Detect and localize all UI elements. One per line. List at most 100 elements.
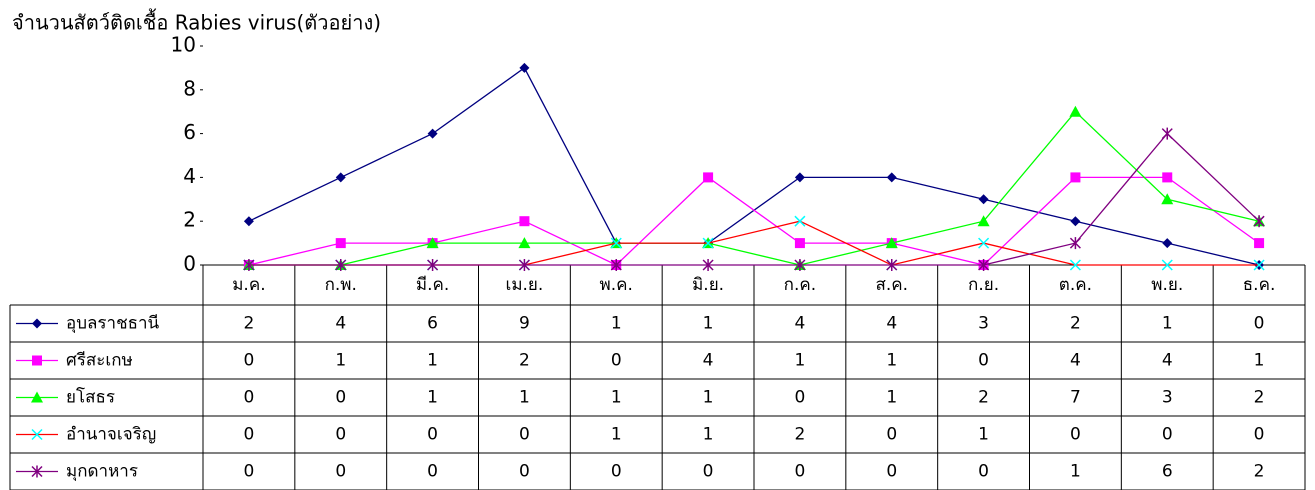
x-tick-label: มิ.ย. (692, 275, 724, 295)
table-value: 0 (244, 462, 255, 482)
marker (427, 259, 439, 271)
x-tick-label: ก.ย. (968, 275, 999, 295)
marker (32, 318, 42, 329)
marker-stroke (794, 215, 806, 227)
marker (1069, 105, 1082, 117)
marker-stroke (1161, 259, 1173, 271)
chart-title: จำนวนสัตว์ติดเชื้อ Rabies virus(ตัวอย่าง… (12, 9, 381, 35)
marker (518, 237, 531, 249)
x-tick-label: ต.ค. (1059, 275, 1092, 295)
table-value: 9 (519, 314, 530, 334)
table-value: 0 (244, 388, 255, 408)
table-value: 0 (611, 351, 622, 371)
table-value: 2 (1254, 462, 1265, 482)
marker (1070, 216, 1081, 227)
table-value: 1 (703, 425, 714, 445)
table-value: 4 (703, 351, 714, 371)
marker (886, 259, 898, 271)
marker (702, 259, 714, 271)
table-value: 1 (611, 314, 622, 334)
table-value: 1 (978, 425, 989, 445)
marker (794, 172, 805, 183)
table-value: 0 (886, 425, 897, 445)
marker (1254, 238, 1265, 249)
y-tick-label: 4 (183, 164, 196, 188)
marker-stroke (1069, 259, 1081, 271)
table-value: 6 (427, 314, 438, 334)
marker (243, 259, 255, 271)
table-value: 0 (335, 388, 346, 408)
legend-label: ศรีสะเกษ (66, 351, 133, 371)
marker (1162, 238, 1173, 249)
table-value: 1 (519, 388, 530, 408)
marker (31, 465, 43, 478)
table-value: 1 (1254, 351, 1265, 371)
table-value: 3 (978, 314, 989, 334)
marker (1070, 172, 1081, 183)
marker (1161, 193, 1174, 205)
table-value: 0 (703, 462, 714, 482)
marker-stroke (31, 428, 43, 441)
marker (32, 355, 42, 366)
table-value: 0 (335, 425, 346, 445)
table-value: 0 (611, 462, 622, 482)
marker (1069, 237, 1081, 250)
table-value: 1 (427, 388, 438, 408)
series-line (248, 176, 1260, 266)
table-value: 6 (1162, 462, 1173, 482)
marker (335, 238, 346, 249)
table-value: 0 (244, 425, 255, 445)
table-value: 2 (519, 351, 530, 371)
table-value: 1 (703, 388, 714, 408)
table-value: 1 (886, 388, 897, 408)
x-tick-label: ก.ค. (784, 275, 816, 295)
table-value: 0 (519, 462, 530, 482)
x-tick-label: พ.ย. (1151, 275, 1183, 295)
x-tick-label: มี.ค. (416, 275, 449, 295)
table-value: 0 (244, 351, 255, 371)
table-value: 2 (1254, 388, 1265, 408)
table-value: 4 (795, 314, 806, 334)
y-tick-label: 0 (183, 252, 196, 276)
y-tick-label: 10 (171, 33, 196, 57)
table-value: 4 (335, 314, 346, 334)
marker (426, 237, 439, 249)
marker (1161, 127, 1173, 140)
marker (794, 238, 805, 249)
marker (518, 259, 530, 271)
marker (978, 237, 990, 249)
marker (703, 172, 714, 183)
table-value: 2 (795, 425, 806, 445)
table-value: 0 (1254, 314, 1265, 334)
table-value: 0 (795, 388, 806, 408)
marker (519, 62, 530, 73)
table-value: 1 (886, 351, 897, 371)
legend-label: มุกดาหาร (66, 462, 138, 482)
table-value: 1 (795, 351, 806, 371)
marker (243, 216, 254, 227)
marker (1069, 259, 1081, 271)
y-tick-label: 8 (183, 76, 196, 100)
table-value: 1 (611, 425, 622, 445)
marker (977, 215, 990, 227)
y-tick-label: 2 (183, 208, 196, 232)
table-value: 0 (978, 351, 989, 371)
marker (1253, 215, 1265, 228)
marker (610, 237, 622, 249)
table-value: 1 (1070, 462, 1081, 482)
table-value: 0 (795, 462, 806, 482)
marker (335, 259, 347, 271)
table-value: 0 (978, 462, 989, 482)
marker (519, 216, 530, 227)
table-value: 1 (1162, 314, 1173, 334)
table-value: 4 (1070, 351, 1081, 371)
table-value: 0 (427, 425, 438, 445)
table-value: 1 (703, 314, 714, 334)
legend-label: อุบลราชธานี (66, 314, 160, 334)
table-value: 2 (1070, 314, 1081, 334)
table-value: 1 (335, 351, 346, 371)
legend-label: ยโสธร (66, 387, 115, 408)
table-value: 7 (1070, 388, 1081, 408)
y-tick-label: 6 (183, 120, 196, 144)
marker-stroke (1253, 259, 1265, 271)
